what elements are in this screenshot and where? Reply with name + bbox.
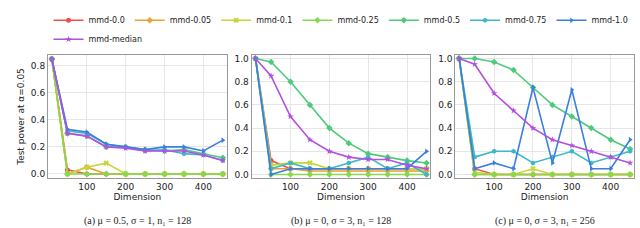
svg-text:400: 400 [195, 182, 212, 192]
svg-text:100: 100 [78, 182, 95, 192]
svg-text:300: 300 [360, 182, 377, 192]
svg-text:0.6: 0.6 [235, 100, 250, 110]
svg-text:0.0: 0.0 [438, 170, 453, 180]
svg-text:mmd-1.0: mmd-1.0 [591, 16, 627, 25]
svg-text:0.6: 0.6 [31, 88, 46, 98]
svg-text:0.0: 0.0 [235, 170, 250, 180]
svg-text:(c) μ = 0, σ = 3, n₁ = 256: (c) μ = 0, σ = 3, n₁ = 256 [495, 215, 595, 227]
svg-text:Dimension: Dimension [113, 192, 161, 202]
svg-text:0.4: 0.4 [235, 123, 250, 133]
svg-text:0.6: 0.6 [438, 100, 453, 110]
svg-text:0.4: 0.4 [438, 123, 453, 133]
svg-text:0.2: 0.2 [235, 146, 249, 156]
svg-text:400: 400 [602, 182, 619, 192]
svg-text:Dimension: Dimension [317, 192, 365, 202]
svg-text:100: 100 [486, 182, 503, 192]
svg-text:0.8: 0.8 [235, 77, 250, 87]
svg-text:300: 300 [563, 182, 580, 192]
svg-text:Test power at α=0.05: Test power at α=0.05 [16, 68, 26, 166]
svg-text:200: 200 [321, 182, 338, 192]
svg-text:300: 300 [156, 182, 173, 192]
svg-text:0.8: 0.8 [31, 61, 46, 71]
svg-text:Dimension: Dimension [521, 192, 569, 202]
svg-text:0.0: 0.0 [31, 169, 46, 179]
svg-text:mmd-median: mmd-median [89, 35, 143, 44]
svg-text:400: 400 [398, 182, 415, 192]
svg-text:mmd-0.5: mmd-0.5 [424, 16, 460, 25]
svg-text:mmd-0.05: mmd-0.05 [170, 16, 211, 25]
svg-text:0.8: 0.8 [438, 77, 453, 87]
svg-text:mmd-0.25: mmd-0.25 [337, 16, 378, 25]
svg-text:0.2: 0.2 [438, 146, 452, 156]
svg-text:0.2: 0.2 [31, 142, 45, 152]
svg-text:1.0: 1.0 [235, 54, 250, 64]
svg-text:(a) μ = 0.5, σ = 1, n₁ = 128: (a) μ = 0.5, σ = 1, n₁ = 128 [84, 215, 191, 227]
svg-text:(b) μ = 0, σ = 3, n₁ = 128: (b) μ = 0, σ = 3, n₁ = 128 [291, 215, 391, 227]
svg-text:0.4: 0.4 [31, 115, 46, 125]
svg-text:200: 200 [117, 182, 134, 192]
svg-text:200: 200 [524, 182, 541, 192]
svg-text:mmd-0.0: mmd-0.0 [89, 16, 125, 25]
svg-text:mmd-0.1: mmd-0.1 [256, 16, 292, 25]
svg-text:mmd-0.75: mmd-0.75 [505, 16, 546, 25]
svg-text:100: 100 [282, 182, 299, 192]
svg-text:1.0: 1.0 [438, 54, 453, 64]
